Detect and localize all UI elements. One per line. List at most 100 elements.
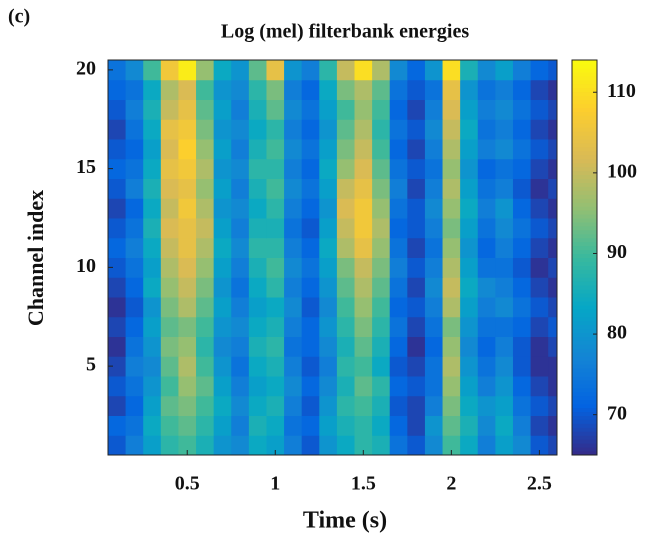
heatmap-cell bbox=[160, 119, 179, 140]
heatmap-cell bbox=[548, 415, 557, 436]
heatmap-cell bbox=[231, 158, 250, 179]
heatmap-cell bbox=[477, 119, 496, 140]
heatmap-cell bbox=[372, 79, 391, 100]
heatmap-cell bbox=[389, 415, 408, 436]
heatmap-cell bbox=[196, 435, 215, 455]
colorbar-segment bbox=[572, 419, 597, 424]
colorbar-segment bbox=[572, 348, 597, 353]
heatmap-cell bbox=[108, 218, 127, 239]
heatmap-cell bbox=[248, 119, 267, 140]
heatmap-cell bbox=[143, 376, 162, 397]
heatmap-cell bbox=[196, 139, 215, 160]
heatmap-cell bbox=[548, 198, 557, 219]
heatmap-cell bbox=[495, 356, 514, 377]
heatmap-cell bbox=[125, 277, 144, 298]
heatmap-cell bbox=[372, 435, 391, 455]
heatmap-cell bbox=[213, 60, 232, 81]
heatmap-cell bbox=[477, 415, 496, 436]
heatmap-cell bbox=[336, 297, 356, 318]
heatmap-cell bbox=[372, 376, 391, 397]
heatmap-cell bbox=[319, 316, 338, 337]
heatmap-cell bbox=[284, 99, 303, 120]
heatmap-cell bbox=[319, 79, 338, 100]
heatmap-cell bbox=[460, 139, 479, 160]
colorbar-segment bbox=[572, 395, 597, 401]
colorbar-segment bbox=[572, 67, 597, 73]
heatmap-cell bbox=[512, 99, 532, 120]
heatmap-cell bbox=[108, 79, 127, 100]
heatmap-cell bbox=[530, 198, 549, 219]
heatmap-cell bbox=[319, 297, 338, 318]
heatmap-cell bbox=[548, 257, 557, 278]
panel-label: (c) bbox=[8, 6, 30, 28]
heatmap-cell bbox=[372, 178, 391, 199]
colorbar-segment bbox=[572, 269, 597, 274]
heatmap-cell bbox=[108, 376, 127, 397]
colorbar-segment bbox=[572, 210, 597, 215]
colorbar-segment bbox=[572, 75, 597, 81]
heatmap-cell bbox=[389, 119, 408, 140]
heatmap-cell bbox=[319, 178, 338, 199]
colorbar-segment bbox=[572, 300, 597, 306]
colorbar-segment bbox=[572, 194, 597, 199]
heatmap-cell bbox=[266, 277, 285, 298]
heatmap-cell bbox=[160, 435, 179, 455]
heatmap-cell bbox=[407, 316, 426, 337]
heatmap-cell bbox=[424, 218, 444, 239]
x-axis-label: Time (s) bbox=[303, 508, 387, 534]
heatmap-cell bbox=[407, 435, 426, 455]
heatmap-cell bbox=[160, 356, 179, 377]
heatmap-cell bbox=[442, 415, 461, 436]
colorbar-segment bbox=[572, 312, 597, 318]
heatmap-cell bbox=[196, 60, 215, 81]
heatmap-cell bbox=[372, 218, 391, 239]
heatmap-cell bbox=[424, 415, 444, 436]
colorbar-segment bbox=[572, 451, 597, 456]
heatmap-cell bbox=[231, 139, 250, 160]
heatmap-cell bbox=[319, 435, 338, 455]
heatmap-cell bbox=[143, 336, 162, 357]
heatmap-cell bbox=[196, 415, 215, 436]
heatmap-cell bbox=[548, 277, 557, 298]
heatmap-cell bbox=[407, 218, 426, 239]
colorbar-tick-label: 100 bbox=[607, 160, 637, 182]
heatmap-cell bbox=[301, 79, 320, 100]
heatmap-cell bbox=[424, 356, 444, 377]
colorbar-segment bbox=[572, 63, 597, 69]
heatmap-cell bbox=[178, 60, 197, 81]
heatmap-cell bbox=[108, 336, 127, 357]
heatmap-cell bbox=[266, 139, 285, 160]
heatmap-cell bbox=[407, 415, 426, 436]
heatmap-cell bbox=[354, 158, 373, 179]
heatmap-cell bbox=[266, 218, 285, 239]
heatmap-cell bbox=[354, 435, 373, 455]
heatmap-cell bbox=[354, 395, 373, 416]
heatmap-cell bbox=[143, 297, 162, 318]
colorbar-segment bbox=[572, 79, 597, 85]
heatmap-cell bbox=[108, 178, 127, 199]
heatmap-cell bbox=[460, 60, 479, 81]
heatmap-cell bbox=[336, 99, 356, 120]
y-tick-label: 15 bbox=[76, 156, 96, 178]
colorbar-segment bbox=[572, 423, 597, 428]
heatmap-cell bbox=[196, 237, 215, 258]
heatmap-cell bbox=[108, 356, 127, 377]
colorbar-frame bbox=[571, 59, 598, 456]
heatmap-cell bbox=[213, 79, 232, 100]
heatmap-cell bbox=[372, 198, 391, 219]
heatmap-cell bbox=[178, 415, 197, 436]
heatmap-cell bbox=[125, 316, 144, 337]
heatmap-cell bbox=[284, 198, 303, 219]
heatmap-cell bbox=[336, 257, 356, 278]
heatmap-cell bbox=[108, 316, 127, 337]
heatmap-cell bbox=[512, 158, 532, 179]
heatmap-cell bbox=[354, 257, 373, 278]
heatmap-cell bbox=[477, 356, 496, 377]
heatmap-cell bbox=[125, 297, 144, 318]
heatmap-cell bbox=[548, 158, 557, 179]
heatmap-cell bbox=[160, 376, 179, 397]
heatmap-cell bbox=[160, 198, 179, 219]
heatmap-cell bbox=[442, 356, 461, 377]
heatmap-cell bbox=[143, 79, 162, 100]
